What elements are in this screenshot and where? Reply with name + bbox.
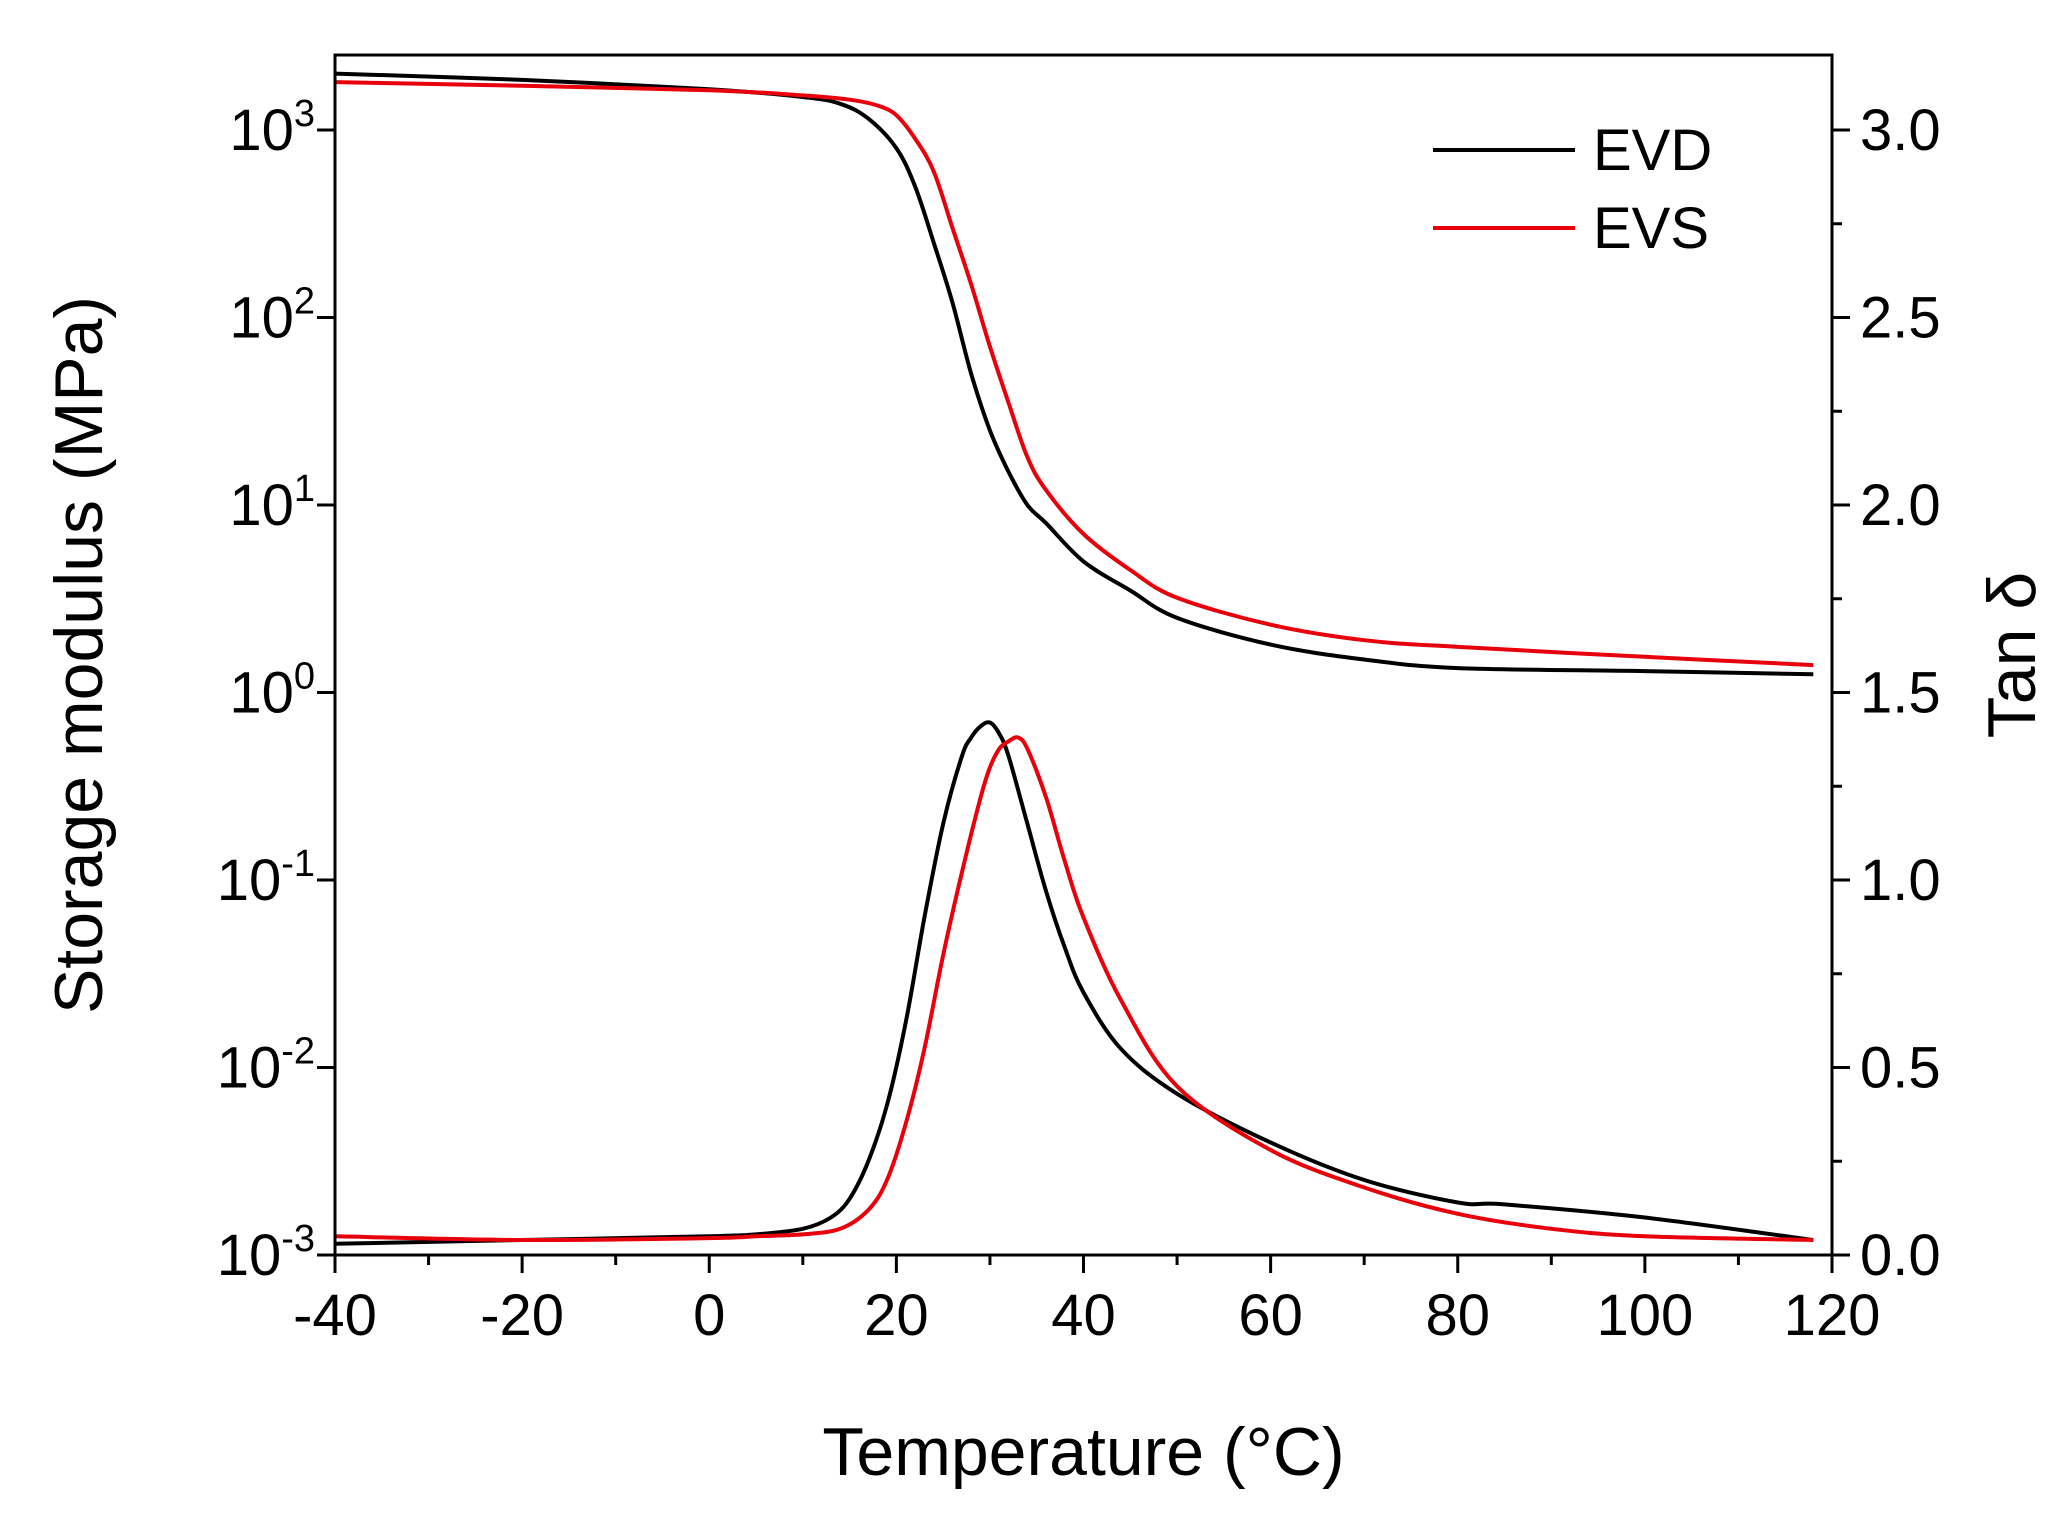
x-tick-label: 120	[1784, 1283, 1881, 1348]
y-left-tick-label: 10-3	[217, 1218, 315, 1288]
y-left-tick-label: 102	[229, 281, 315, 351]
tick-labels: -40 -20 0 20 40 60 80 100 120 10-3 10-2 10-1 100 101 1…	[217, 93, 1941, 1348]
x-tick-label: 20	[864, 1283, 929, 1348]
y-right-tick-label: 2.0	[1860, 473, 1941, 538]
x-axis-title: Temperature (°C)	[822, 1414, 1344, 1490]
y-right-tick-label: 3.0	[1860, 98, 1941, 163]
left-y-axis-title: Storage modulus (MPa)	[41, 296, 117, 1014]
right-y-axis-title: Tan δ	[1974, 572, 2050, 738]
legend-label-evd: EVD	[1593, 118, 1712, 183]
y-left-tick-label: 100	[229, 656, 315, 726]
y-left-tick-label: 101	[229, 468, 315, 538]
y-left-tick-label: 10-1	[217, 843, 315, 913]
legend: EVD EVS	[1433, 118, 1712, 261]
x-tick-label: -40	[293, 1283, 377, 1348]
series-line-evd-tan-delta	[334, 720, 1814, 1246]
x-tick-label: 40	[1051, 1283, 1116, 1348]
y-left-tick-label: 10-2	[217, 1031, 315, 1101]
y-right-tick-label: 0.5	[1860, 1036, 1941, 1101]
series-line-evs-storage-modulus	[334, 80, 1814, 668]
tick-marks	[317, 128, 1850, 1273]
y-right-tick-label: 1.0	[1860, 848, 1941, 913]
y-right-tick-label: 1.5	[1860, 661, 1941, 726]
series-layer	[334, 71, 1814, 1246]
x-tick-label: 100	[1596, 1283, 1693, 1348]
x-tick-label: 60	[1238, 1283, 1303, 1348]
x-tick-label: -20	[480, 1283, 564, 1348]
y-left-tick-label: 103	[229, 93, 315, 163]
series-line-evs-tan-delta	[334, 735, 1814, 1243]
y-right-tick-label: 2.5	[1860, 286, 1941, 351]
y-right-tick-label: 0.0	[1860, 1223, 1941, 1288]
plot-frame	[333, 53, 1834, 1257]
x-tick-label: 0	[693, 1283, 725, 1348]
legend-label-evs: EVS	[1593, 196, 1709, 261]
x-tick-label: 80	[1425, 1283, 1490, 1348]
